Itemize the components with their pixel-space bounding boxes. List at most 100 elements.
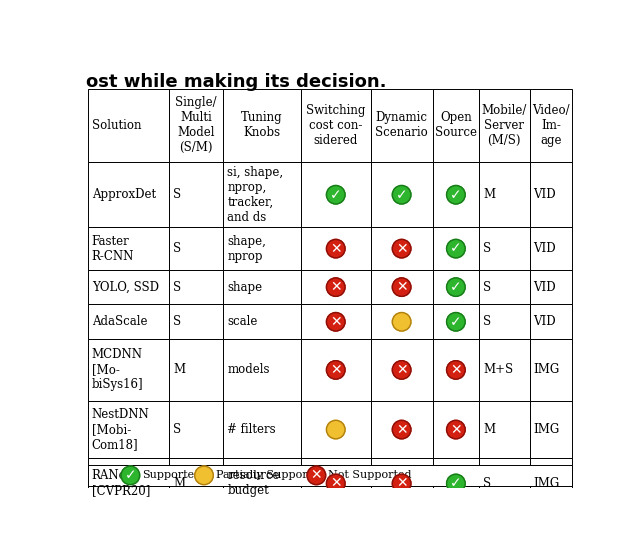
Text: S: S	[483, 315, 491, 328]
Ellipse shape	[447, 474, 465, 493]
FancyBboxPatch shape	[88, 401, 169, 459]
Text: M: M	[483, 188, 495, 201]
FancyBboxPatch shape	[371, 401, 433, 459]
FancyBboxPatch shape	[88, 270, 169, 305]
Text: ✓: ✓	[450, 280, 461, 294]
Text: resource
budget: resource budget	[227, 470, 280, 498]
Text: shape: shape	[227, 281, 262, 294]
FancyBboxPatch shape	[433, 459, 479, 509]
Text: S: S	[173, 242, 181, 255]
Ellipse shape	[392, 239, 411, 258]
Text: ✕: ✕	[396, 242, 408, 255]
FancyBboxPatch shape	[301, 227, 371, 270]
Text: S: S	[483, 242, 491, 255]
Ellipse shape	[326, 185, 345, 204]
Text: VID: VID	[533, 315, 556, 328]
FancyBboxPatch shape	[88, 339, 169, 401]
FancyBboxPatch shape	[301, 162, 371, 227]
FancyBboxPatch shape	[169, 339, 223, 401]
FancyBboxPatch shape	[169, 401, 223, 459]
Text: AdaScale: AdaScale	[92, 315, 147, 328]
FancyBboxPatch shape	[479, 89, 529, 162]
FancyBboxPatch shape	[169, 162, 223, 227]
Text: S: S	[173, 281, 181, 294]
Ellipse shape	[392, 361, 411, 379]
FancyBboxPatch shape	[433, 162, 479, 227]
FancyBboxPatch shape	[223, 227, 301, 270]
FancyBboxPatch shape	[529, 227, 572, 270]
Text: S: S	[173, 188, 181, 201]
Text: IMG: IMG	[533, 423, 559, 436]
Ellipse shape	[392, 474, 411, 493]
Text: M: M	[173, 477, 185, 490]
FancyBboxPatch shape	[433, 227, 479, 270]
Text: VID: VID	[533, 188, 556, 201]
Text: ✕: ✕	[330, 242, 342, 255]
FancyBboxPatch shape	[223, 270, 301, 305]
FancyBboxPatch shape	[223, 305, 301, 339]
Ellipse shape	[195, 466, 213, 484]
Ellipse shape	[326, 420, 345, 439]
Ellipse shape	[447, 361, 465, 379]
Text: ost while making its decision.: ost while making its decision.	[86, 73, 387, 92]
FancyBboxPatch shape	[371, 227, 433, 270]
FancyBboxPatch shape	[169, 89, 223, 162]
Text: Dynamic
Scenario: Dynamic Scenario	[375, 111, 428, 139]
FancyBboxPatch shape	[433, 270, 479, 305]
Ellipse shape	[326, 278, 345, 296]
Text: NestDNN
[Mobi-
Com18]: NestDNN [Mobi- Com18]	[92, 408, 149, 451]
Text: Not Supported: Not Supported	[328, 470, 412, 481]
Ellipse shape	[447, 312, 465, 331]
Text: Mobile/
Server
(M/S): Mobile/ Server (M/S)	[482, 104, 527, 147]
Text: YOLO, SSD: YOLO, SSD	[92, 281, 159, 294]
Text: ✕: ✕	[330, 363, 342, 377]
Text: scale: scale	[227, 315, 258, 328]
Text: ✓: ✓	[330, 188, 342, 202]
FancyBboxPatch shape	[529, 270, 572, 305]
Ellipse shape	[447, 239, 465, 258]
FancyBboxPatch shape	[371, 305, 433, 339]
Text: models: models	[227, 363, 269, 376]
Ellipse shape	[447, 278, 465, 296]
FancyBboxPatch shape	[479, 270, 529, 305]
Ellipse shape	[447, 420, 465, 439]
FancyBboxPatch shape	[529, 162, 572, 227]
FancyBboxPatch shape	[371, 162, 433, 227]
FancyBboxPatch shape	[88, 305, 169, 339]
Ellipse shape	[392, 278, 411, 296]
Ellipse shape	[121, 466, 140, 484]
Text: ApproxDet: ApproxDet	[92, 188, 156, 201]
Ellipse shape	[326, 312, 345, 331]
FancyBboxPatch shape	[479, 459, 529, 509]
Text: ✓: ✓	[450, 242, 461, 255]
Text: Solution: Solution	[92, 119, 141, 132]
FancyBboxPatch shape	[301, 89, 371, 162]
Text: Tuning
Knobs: Tuning Knobs	[241, 111, 283, 139]
Text: Open
Source: Open Source	[435, 111, 477, 139]
Text: ✕: ✕	[330, 476, 342, 490]
FancyBboxPatch shape	[479, 305, 529, 339]
Text: VID: VID	[533, 281, 556, 294]
Text: si, shape,
nprop,
tracker,
and ds: si, shape, nprop, tracker, and ds	[227, 165, 284, 224]
Text: shape,
nprop: shape, nprop	[227, 235, 266, 262]
Ellipse shape	[392, 185, 411, 204]
FancyBboxPatch shape	[529, 89, 572, 162]
FancyBboxPatch shape	[169, 459, 223, 509]
FancyBboxPatch shape	[223, 162, 301, 227]
Text: IMG: IMG	[533, 477, 559, 490]
FancyBboxPatch shape	[479, 227, 529, 270]
FancyBboxPatch shape	[479, 401, 529, 459]
Ellipse shape	[326, 361, 345, 379]
Text: S: S	[173, 423, 181, 436]
Ellipse shape	[326, 474, 345, 493]
FancyBboxPatch shape	[88, 162, 169, 227]
Text: ✓: ✓	[450, 188, 461, 202]
Text: M: M	[173, 363, 185, 376]
FancyBboxPatch shape	[433, 305, 479, 339]
FancyBboxPatch shape	[88, 227, 169, 270]
FancyBboxPatch shape	[371, 459, 433, 509]
Text: IMG: IMG	[533, 363, 559, 376]
Text: Supported: Supported	[142, 470, 201, 481]
FancyBboxPatch shape	[223, 89, 301, 162]
Text: ✕: ✕	[450, 363, 461, 377]
